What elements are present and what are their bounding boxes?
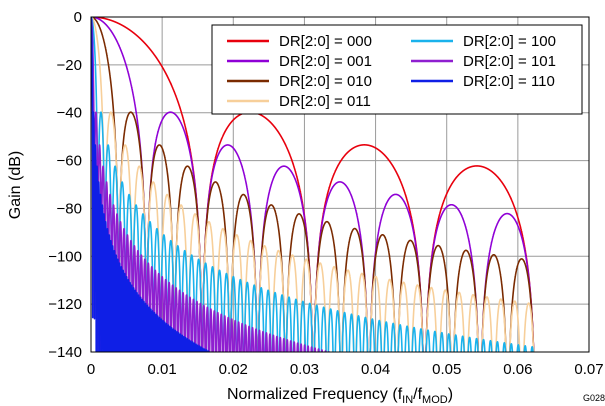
series-line: [91, 17, 211, 352]
plot-frame: [90, 16, 590, 353]
legend-label: DR[2:0] = 100: [463, 33, 556, 50]
series-lines: [91, 17, 535, 352]
y-tick-label: −40: [57, 105, 82, 122]
x-axis-label-sub-mod: MOD: [422, 394, 448, 406]
x-tick-label: 0.06: [503, 361, 532, 378]
y-axis-label: Gain (dB): [7, 151, 24, 219]
x-tick-label: 0.03: [290, 361, 319, 378]
x-axis-label-suffix: ): [448, 386, 453, 403]
x-tick-label: 0: [87, 361, 95, 378]
legend-label: DR[2:0] = 010: [279, 73, 372, 90]
series-line: [91, 17, 534, 352]
legend-label: DR[2:0] = 000: [279, 33, 372, 50]
y-tick-label: −140: [48, 344, 82, 361]
y-tick-label: −60: [57, 153, 82, 170]
x-tick-label: 0.05: [432, 361, 461, 378]
legend-label: DR[2:0] = 101: [463, 53, 556, 70]
y-tick-label: −120: [48, 296, 82, 313]
x-axis-label: Normalized Frequency (fIN/fMOD): [227, 386, 453, 406]
series-line: [91, 17, 535, 352]
legend-box: [211, 24, 583, 115]
x-tick-label: 0.01: [148, 361, 177, 378]
y-tick-label: −80: [57, 200, 82, 217]
x-tick-label: 0.07: [574, 361, 603, 378]
y-tick-label: −20: [57, 57, 82, 74]
series-line: [91, 17, 333, 352]
x-axis-label-slash: /f: [413, 386, 422, 403]
legend-label: DR[2:0] = 110: [463, 73, 555, 90]
x-tick-label: 0.02: [219, 361, 248, 378]
figure-id: G028: [583, 393, 605, 403]
series-line: [91, 17, 535, 352]
series-line: [91, 17, 535, 352]
legend-label: DR[2:0] = 011: [279, 93, 371, 110]
y-tick-labels: 0 −20 −40 −60 −80 −100 −120 −140: [48, 9, 82, 361]
x-axis-label-sub-in: IN: [402, 394, 413, 406]
legend-label: DR[2:0] = 001: [279, 53, 372, 70]
x-axis-label-prefix: Normalized Frequency (f: [227, 386, 403, 403]
series-line: [91, 17, 535, 352]
y-tick-label: 0: [74, 9, 82, 26]
x-tick-labels: 0 0.01 0.02 0.03 0.04 0.05 0.06 0.07: [87, 361, 604, 378]
x-tick-label: 0.04: [361, 361, 390, 378]
y-tick-label: −100: [48, 248, 82, 265]
legend: DR[2:0] = 000 DR[2:0] = 001 DR[2:0] = 010 D…: [211, 24, 583, 115]
